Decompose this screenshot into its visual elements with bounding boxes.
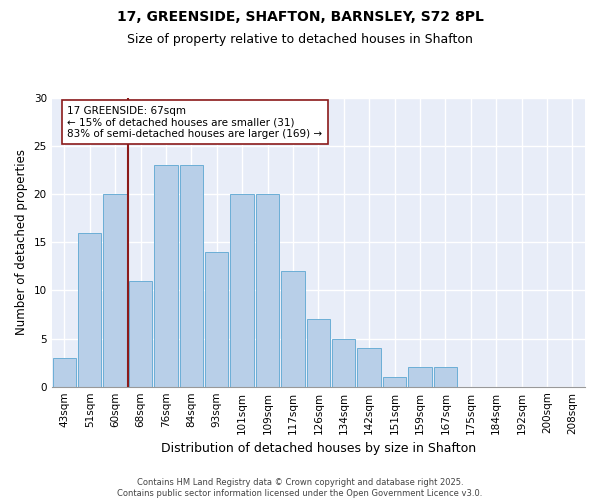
Y-axis label: Number of detached properties: Number of detached properties xyxy=(15,150,28,336)
Bar xyxy=(78,232,101,386)
Bar xyxy=(129,281,152,386)
Bar xyxy=(53,358,76,386)
Text: 17 GREENSIDE: 67sqm
← 15% of detached houses are smaller (31)
83% of semi-detach: 17 GREENSIDE: 67sqm ← 15% of detached ho… xyxy=(67,106,323,139)
Bar xyxy=(205,252,229,386)
Bar xyxy=(179,166,203,386)
Bar xyxy=(281,271,305,386)
Bar xyxy=(230,194,254,386)
Bar xyxy=(358,348,381,387)
Bar xyxy=(408,368,431,386)
Text: Size of property relative to detached houses in Shafton: Size of property relative to detached ho… xyxy=(127,32,473,46)
Bar xyxy=(332,338,355,386)
Bar xyxy=(434,368,457,386)
Bar xyxy=(307,320,330,386)
Bar xyxy=(256,194,279,386)
Text: 17, GREENSIDE, SHAFTON, BARNSLEY, S72 8PL: 17, GREENSIDE, SHAFTON, BARNSLEY, S72 8P… xyxy=(116,10,484,24)
Bar xyxy=(103,194,127,386)
Bar xyxy=(154,166,178,386)
X-axis label: Distribution of detached houses by size in Shafton: Distribution of detached houses by size … xyxy=(161,442,476,455)
Bar xyxy=(383,377,406,386)
Text: Contains HM Land Registry data © Crown copyright and database right 2025.
Contai: Contains HM Land Registry data © Crown c… xyxy=(118,478,482,498)
